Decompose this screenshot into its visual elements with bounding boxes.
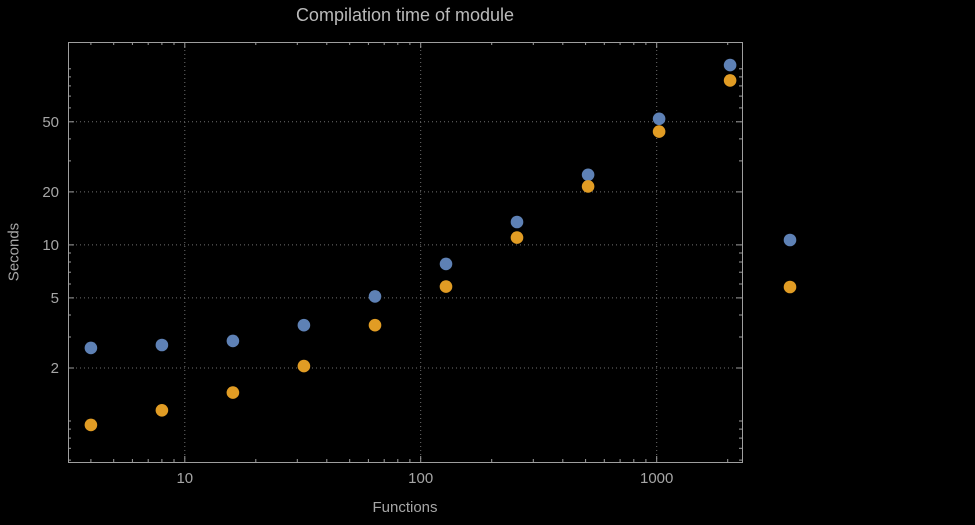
legend-marker-series-2-orange bbox=[783, 280, 797, 294]
x-tick-label: 1000 bbox=[640, 470, 673, 487]
data-point-series-2-orange bbox=[155, 404, 169, 417]
plot-frame bbox=[68, 42, 743, 463]
data-point-series-1-blue bbox=[439, 257, 453, 271]
data-point-series-1-blue bbox=[297, 318, 311, 332]
data-point-series-1-blue bbox=[368, 290, 382, 303]
y-tick-label: 10 bbox=[42, 237, 59, 254]
data-point-series-1-blue bbox=[155, 338, 169, 352]
data-point-series-2-orange bbox=[510, 231, 524, 244]
data-point-series-2-orange bbox=[226, 386, 240, 399]
x-axis-label: Functions bbox=[372, 499, 438, 516]
data-point-series-2-orange bbox=[297, 359, 311, 373]
data-point-series-1-blue bbox=[581, 168, 595, 182]
data-point-series-2-orange bbox=[652, 125, 666, 138]
y-tick-label: 20 bbox=[42, 184, 59, 201]
data-point-series-2-orange bbox=[368, 318, 382, 332]
data-point-series-1-blue bbox=[652, 112, 666, 126]
data-point-series-2-orange bbox=[84, 418, 98, 432]
data-point-series-2-orange bbox=[439, 280, 453, 293]
y-tick-label: 2 bbox=[51, 360, 59, 377]
y-tick-label: 5 bbox=[51, 290, 59, 307]
legend-marker-series-1-blue bbox=[783, 233, 797, 247]
data-point-series-1-blue bbox=[723, 58, 737, 72]
data-point-series-1-blue bbox=[226, 334, 240, 348]
data-point-series-2-orange bbox=[723, 74, 737, 87]
data-point-series-1-blue bbox=[510, 215, 524, 229]
x-tick-label: 10 bbox=[176, 470, 193, 487]
data-point-series-2-orange bbox=[581, 180, 595, 193]
chart-title: Compilation time of module bbox=[295, 5, 515, 25]
y-tick-label: 50 bbox=[42, 114, 59, 131]
data-point-series-1-blue bbox=[84, 341, 98, 355]
y-axis-label: Seconds bbox=[5, 222, 23, 282]
x-tick-label: 100 bbox=[408, 470, 433, 487]
